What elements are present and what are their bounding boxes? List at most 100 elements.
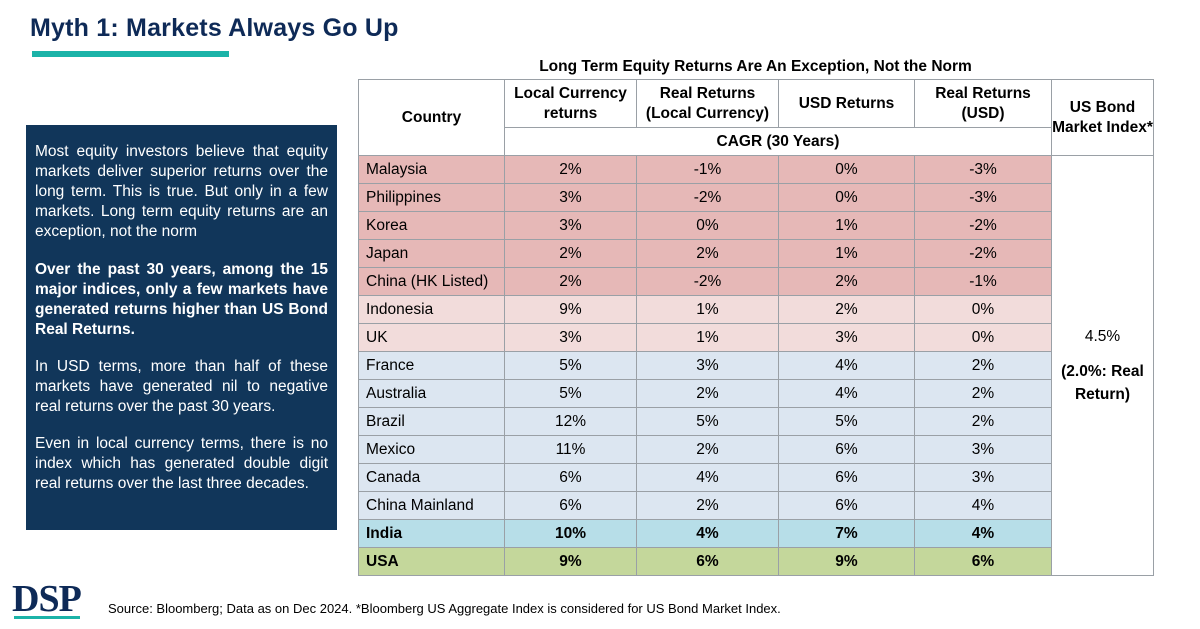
returns-table: Country Local Currency returns Real Retu… [358, 79, 1154, 576]
table-row: Japan 2% 2% 1% -2% [358, 239, 1154, 268]
cell-real-usd: -2% [914, 211, 1052, 240]
table-row: Indonesia 9% 1% 2% 0% [358, 295, 1154, 324]
header-usd-returns: USD Returns [778, 79, 915, 128]
cell-real-local: 1% [636, 323, 779, 352]
cell-usd: 7% [778, 519, 915, 548]
table-body: Malaysia 2% -1% 0% -3% 4.5% (2.0%: Real Return… [358, 155, 1154, 576]
cell-real-usd: 2% [914, 407, 1052, 436]
cell-real-local: 4% [636, 519, 779, 548]
cell-local: 6% [504, 463, 637, 492]
cell-real-local: 0% [636, 211, 779, 240]
header-local-returns: Local Currency returns [504, 79, 637, 128]
cell-real-usd: 0% [914, 295, 1052, 324]
cell-usd: 9% [778, 547, 915, 576]
cell-real-usd: 4% [914, 519, 1052, 548]
summary-panel: Most equity investors believe that equit… [26, 125, 337, 530]
cell-country: Japan [358, 239, 505, 268]
summary-paragraph-4: Even in local currency terms, there is n… [35, 435, 328, 492]
table-row: Canada 6% 4% 6% 3% [358, 463, 1154, 492]
cell-real-usd: 6% [914, 547, 1052, 576]
table-row: China Mainland 6% 2% 6% 4% [358, 491, 1154, 520]
cell-local: 2% [504, 239, 637, 268]
cell-local: 2% [504, 267, 637, 296]
cell-real-usd: -3% [914, 183, 1052, 212]
cell-country: Mexico [358, 435, 505, 464]
title-underline [32, 51, 229, 57]
header-country: Country [358, 79, 505, 156]
cell-country: France [358, 351, 505, 380]
cell-real-local: 2% [636, 435, 779, 464]
cell-local: 3% [504, 211, 637, 240]
cell-country: China (HK Listed) [358, 267, 505, 296]
cell-local: 5% [504, 379, 637, 408]
header-cagr: CAGR (30 Years) [504, 127, 1052, 156]
cell-usd: 0% [778, 155, 915, 184]
cell-usd: 2% [778, 267, 915, 296]
cell-country: India [358, 519, 505, 548]
table-row: France 5% 3% 4% 2% [358, 351, 1154, 380]
table-row: Malaysia 2% -1% 0% -3% 4.5% (2.0%: Real Return… [358, 155, 1154, 576]
table-row: USA 9% 6% 9% 6% [358, 547, 1154, 576]
cell-local: 3% [504, 323, 637, 352]
dsp-logo: DSP [12, 578, 82, 620]
table-row: Australia 5% 2% 4% 2% [358, 379, 1154, 408]
cell-local: 2% [504, 155, 637, 184]
cell-real-usd: 3% [914, 435, 1052, 464]
cell-local: 11% [504, 435, 637, 464]
cell-real-usd: -1% [914, 267, 1052, 296]
cell-real-local: 3% [636, 351, 779, 380]
table-row: Korea 3% 0% 1% -2% [358, 211, 1154, 240]
table-row: China (HK Listed) 2% -2% 2% -1% [358, 267, 1154, 296]
cell-local: 9% [504, 295, 637, 324]
cell-real-usd: -2% [914, 239, 1052, 268]
cell-real-local: 2% [636, 379, 779, 408]
cell-usd: 1% [778, 211, 915, 240]
cell-country: USA [358, 547, 505, 576]
cell-real-local: 4% [636, 463, 779, 492]
cell-country: China Mainland [358, 491, 505, 520]
header-real-usd-returns: Real Returns (USD) [914, 79, 1052, 128]
cell-country: Australia [358, 379, 505, 408]
cell-usd: 6% [778, 435, 915, 464]
table-row: Mexico 11% 2% 6% 3% [358, 435, 1154, 464]
logo-underline [14, 616, 80, 619]
header-real-local-returns: Real Returns (Local Currency) [636, 79, 779, 128]
cell-usd: 1% [778, 239, 915, 268]
cell-country: Brazil [358, 407, 505, 436]
cell-real-local: -1% [636, 155, 779, 184]
cell-real-usd: 3% [914, 463, 1052, 492]
cell-real-usd: 2% [914, 351, 1052, 380]
cell-usd: 4% [778, 351, 915, 380]
cell-real-local: 2% [636, 239, 779, 268]
table-row: India 10% 4% 7% 4% [358, 519, 1154, 548]
source-note: Source: Bloomberg; Data as on Dec 2024. … [108, 601, 781, 616]
cell-country: Canada [358, 463, 505, 492]
cell-country: Malaysia [358, 155, 505, 184]
summary-paragraph-1: Most equity investors believe that equit… [35, 143, 328, 240]
cell-country: Philippines [358, 183, 505, 212]
cell-usd: 2% [778, 295, 915, 324]
cell-real-usd: 4% [914, 491, 1052, 520]
cell-local: 6% [504, 491, 637, 520]
cell-real-local: 6% [636, 547, 779, 576]
header-bond-index: US Bond Market Index* [1051, 79, 1154, 156]
cell-usd: 6% [778, 463, 915, 492]
cell-country: UK [358, 323, 505, 352]
cell-local: 9% [504, 547, 637, 576]
cell-country: Indonesia [358, 295, 505, 324]
cell-usd: 6% [778, 491, 915, 520]
cell-real-local: -2% [636, 267, 779, 296]
cell-usd: 0% [778, 183, 915, 212]
bond-real-return: (2.0%: Real Return) [1061, 363, 1144, 403]
cell-local: 3% [504, 183, 637, 212]
bond-index-value: 4.5% [1084, 328, 1121, 345]
page-title: Myth 1: Markets Always Go Up [30, 14, 399, 42]
summary-paragraph-3: In USD terms, more than half of these ma… [35, 358, 328, 415]
cell-real-usd: 2% [914, 379, 1052, 408]
cell-real-local: -2% [636, 183, 779, 212]
table-row: Brazil 12% 5% 5% 2% [358, 407, 1154, 436]
table-title: Long Term Equity Returns Are An Exceptio… [539, 58, 972, 75]
cell-real-local: 5% [636, 407, 779, 436]
summary-paragraph-2: Over the past 30 years, among the 15 maj… [35, 261, 328, 338]
cell-country: Korea [358, 211, 505, 240]
